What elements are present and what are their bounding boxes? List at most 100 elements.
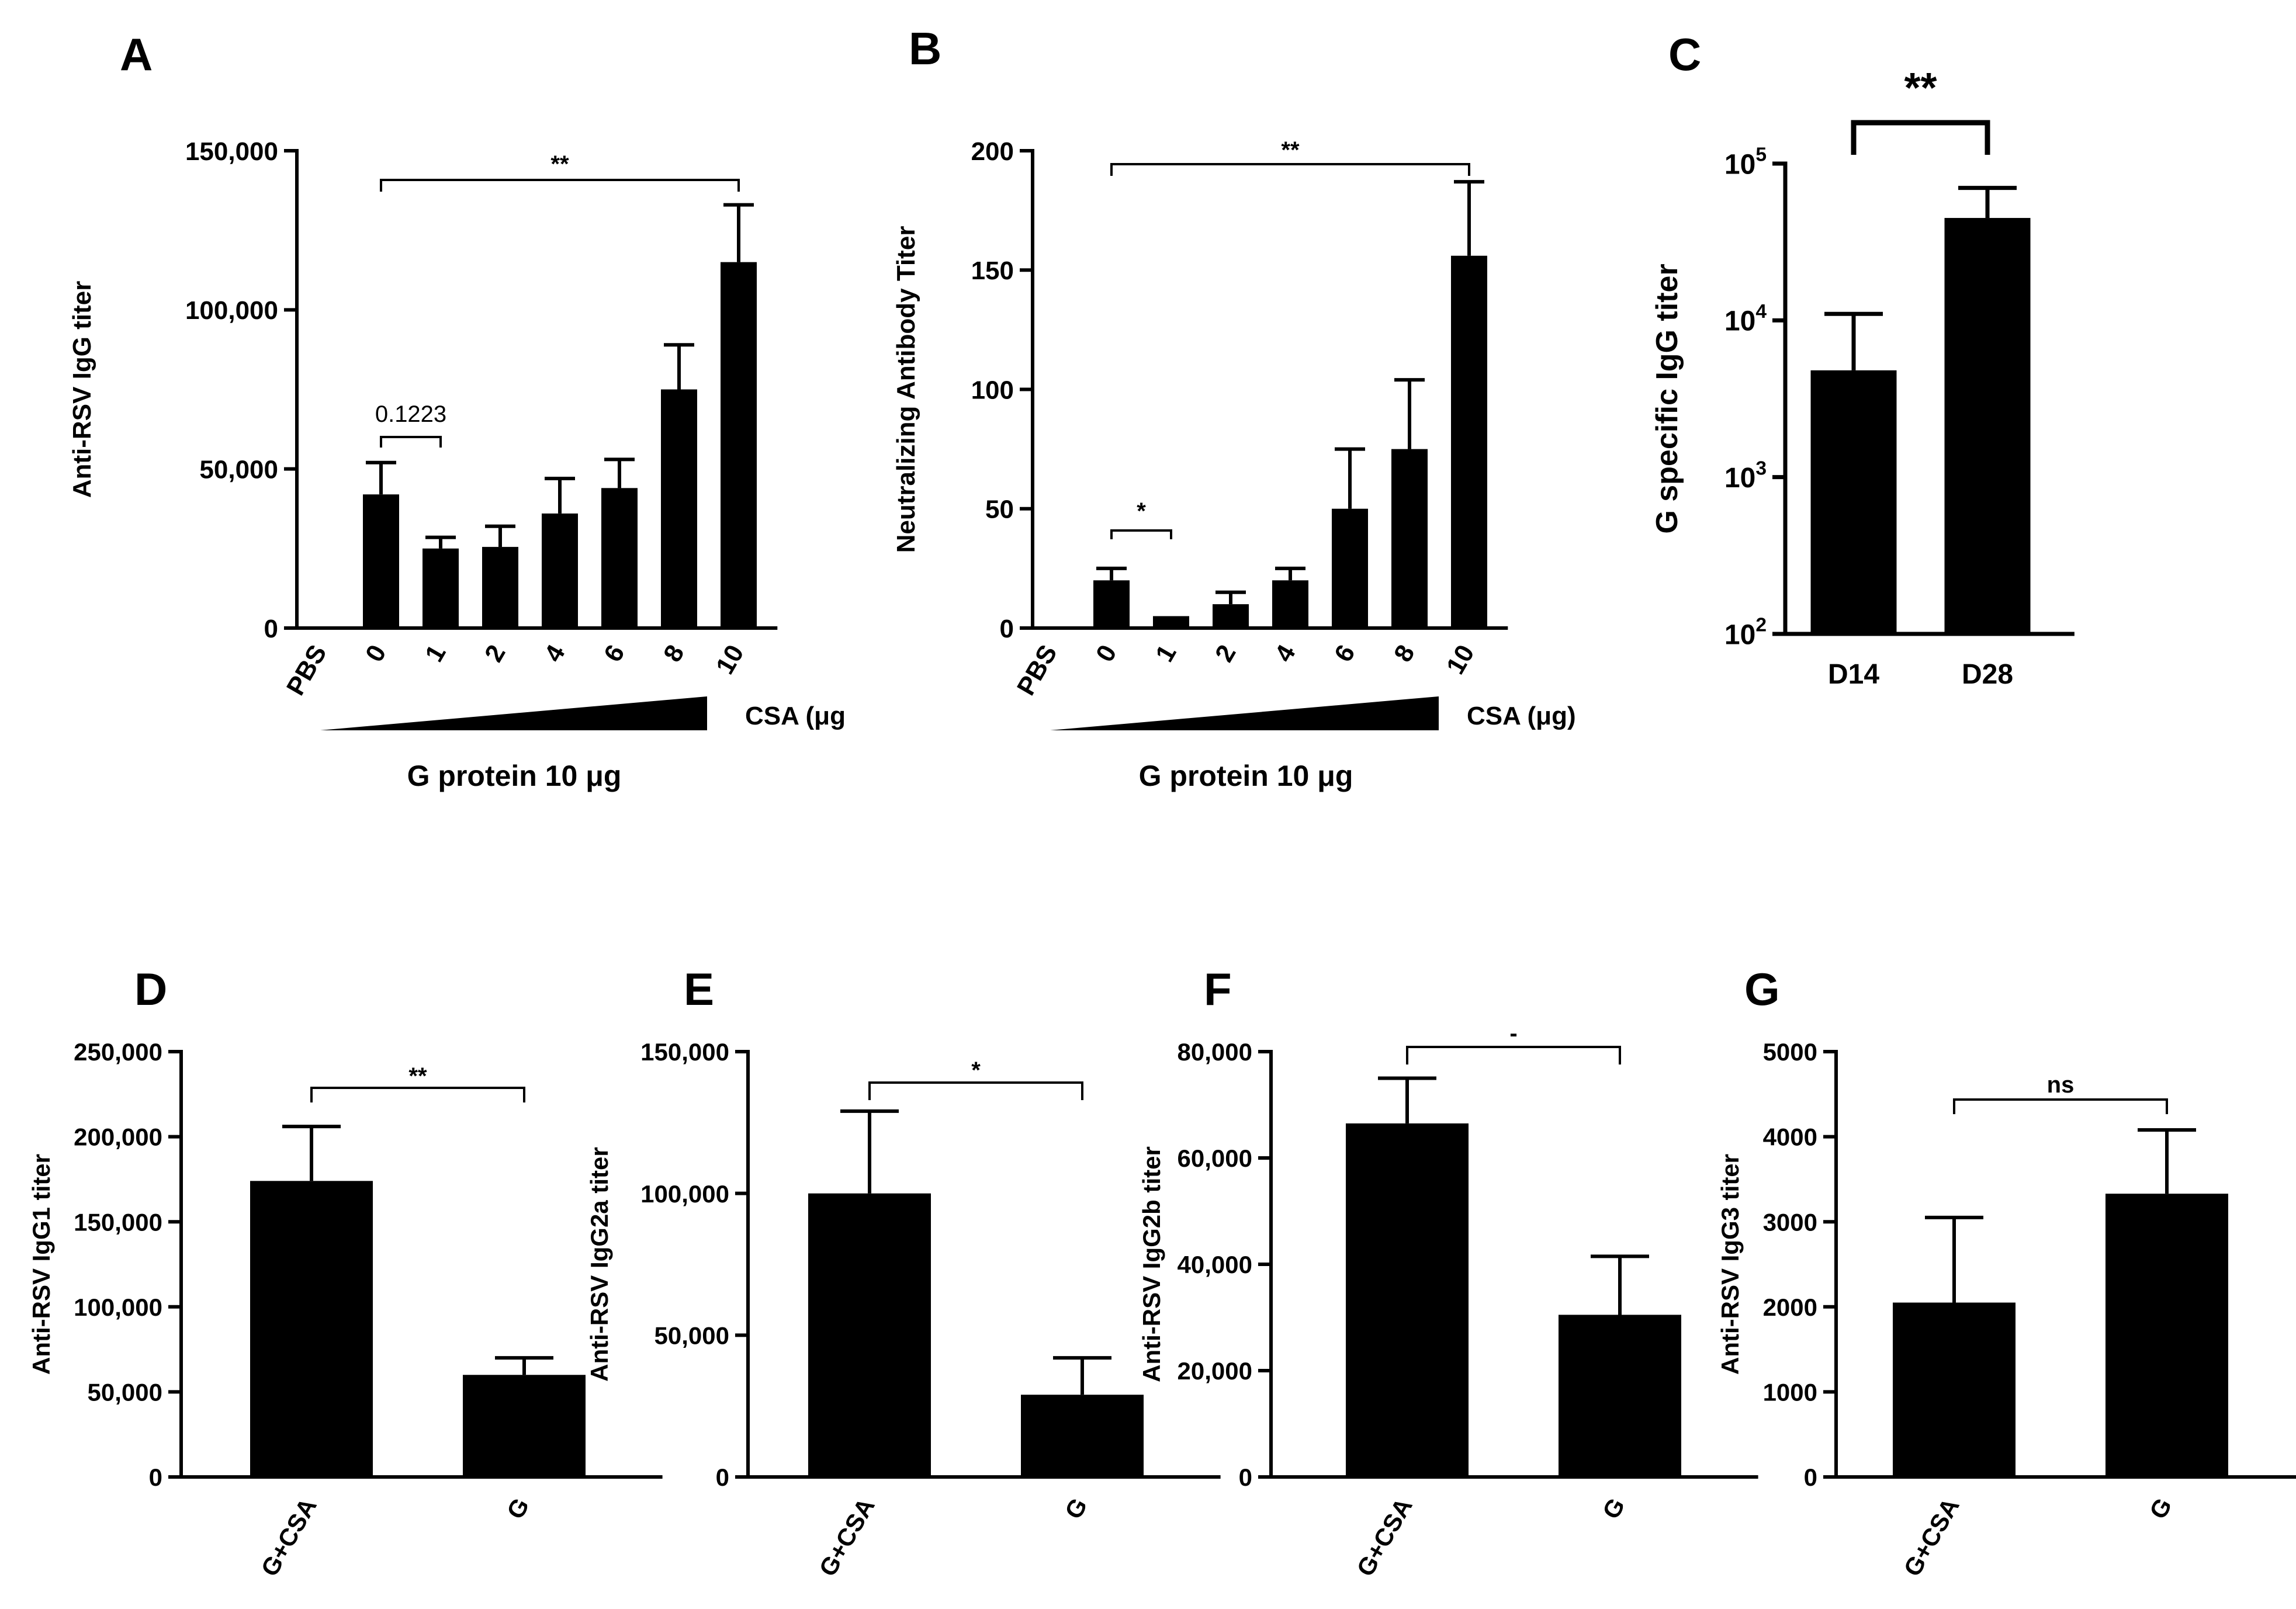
y-axis-title: Anti-RSV IgG2a titer [586, 1147, 613, 1381]
bar-1 [1153, 616, 1189, 628]
significance-bracket [380, 179, 740, 192]
y-tick-label: 250,000 [74, 1038, 162, 1066]
x-tick-label-g-csa: G+CSA [813, 1493, 880, 1581]
y-tick-label: 50 [985, 495, 1014, 524]
bar-g [463, 1375, 586, 1477]
y-tick-label: 150,000 [74, 1208, 162, 1236]
bar-g-csa [1893, 1302, 2016, 1477]
y-tick-label: 50,000 [199, 456, 278, 484]
dose-wedge [320, 696, 707, 730]
significance-label: - [1509, 1021, 1517, 1046]
x-tick-label-4: 4 [1269, 640, 1301, 667]
panel-g: G 0 1000 2000 3000 4000 5000 Anti-RSV IgG3 tite… [1716, 963, 2296, 1581]
bar-g [2105, 1194, 2228, 1477]
y-tick-label: 0 [716, 1464, 729, 1491]
significance-bracket [380, 436, 442, 448]
y-tick-base: 10 [1724, 149, 1755, 180]
y-tick-exponent: 2 [1755, 615, 1767, 636]
y-tick-exponent: 5 [1755, 144, 1767, 166]
y-tick-label: 80,000 [1178, 1038, 1252, 1066]
y-tick-label: 100,000 [185, 296, 278, 325]
significance-label: * [971, 1057, 981, 1083]
bar-g [1559, 1315, 1681, 1477]
panel-a: A 0 50,000 100,000 150,000 Anti-RSV IgG titer… [68, 29, 846, 792]
significance-bracket [1406, 1046, 1621, 1064]
x-tick-label-0: 0 [1090, 640, 1123, 667]
y-tick-label: 0 [1000, 615, 1014, 643]
bar-4 [542, 513, 578, 628]
y-axis-title: G specific IgG titer [1650, 263, 1684, 533]
y-tick-exponent: 4 [1755, 301, 1767, 323]
y-tick-base: 10 [1724, 463, 1755, 494]
bar-10 [1451, 255, 1487, 628]
y-tick-exponent: 3 [1755, 457, 1767, 479]
bar-d14 [1810, 370, 1897, 634]
significance-bracket [1851, 120, 1990, 155]
x-tick-label-6: 6 [598, 640, 631, 667]
panel-letter: C [1668, 29, 1701, 80]
y-axis-title: Anti-RSV IgG1 titer [27, 1154, 55, 1375]
bar-g-csa [250, 1181, 373, 1477]
significance-label: * [1137, 498, 1146, 524]
bar-4 [1272, 580, 1308, 628]
y-tick-base: 10 [1724, 306, 1755, 337]
x-axis-title: G protein 10 μg [407, 760, 622, 792]
x-tick-label-g-csa: G+CSA [255, 1493, 322, 1581]
y-tick-label: 0 [1804, 1464, 1817, 1491]
panel-f: F 0 20,000 40,000 60,000 80,000 Anti-RSV IgG2b… [1138, 963, 1758, 1581]
x-tick-label-d14: D14 [1828, 659, 1879, 690]
panel-letter: E [684, 963, 714, 1015]
y-tick-label: 0 [264, 615, 278, 643]
x-tick-label-g-csa: G+CSA [1351, 1493, 1418, 1581]
y-tick-label: 50,000 [654, 1322, 729, 1349]
x-tick-label-pbs: PBS [1012, 640, 1063, 701]
bar-d28 [1944, 218, 2031, 634]
bar-g [1021, 1395, 1144, 1477]
y-tick-label: 20,000 [1178, 1357, 1252, 1385]
y-tick-label: 200 [971, 137, 1014, 166]
y-tick-label: 150 [971, 256, 1014, 285]
bar-2 [482, 547, 518, 628]
significance-label: ns [2047, 1072, 2075, 1098]
y-tick-label: 105 [1724, 144, 1767, 181]
y-tick-label: 100 [971, 376, 1014, 404]
significance-label: ** [408, 1063, 427, 1089]
y-tick-label: 100,000 [74, 1294, 162, 1321]
y-axis-title: Anti-RSV IgG3 titer [1716, 1154, 1744, 1375]
y-tick-label: 3000 [1763, 1208, 1817, 1236]
y-tick-label: 2000 [1763, 1294, 1817, 1321]
y-tick-label: 4000 [1763, 1123, 1817, 1151]
x-tick-label-6: 6 [1329, 640, 1361, 667]
y-tick-label: 5000 [1763, 1038, 1817, 1066]
y-tick-label: 100,000 [640, 1180, 729, 1208]
significance-bracket [1953, 1098, 2168, 1114]
bar-2 [1213, 604, 1249, 628]
y-axis-title: Anti-RSV IgG titer [68, 281, 96, 498]
bar-6 [1332, 508, 1368, 628]
y-tick-label: 40,000 [1178, 1251, 1252, 1278]
y-tick-label: 150,000 [185, 137, 278, 166]
significance-label: 0.1223 [375, 401, 446, 427]
x-tick-label-g: G [2144, 1493, 2177, 1524]
bar-g-csa [1346, 1123, 1469, 1477]
bar-1 [423, 548, 459, 628]
y-tick-base: 10 [1724, 619, 1755, 650]
x-tick-label-10: 10 [711, 640, 750, 679]
dose-wedge-label: CSA (μg [745, 702, 846, 730]
x-tick-label-8: 8 [658, 640, 690, 667]
panel-letter: F [1204, 963, 1232, 1015]
panel-letter: B [909, 23, 941, 74]
panel-d: D 0 50,000 100,000 150,000 200,000 250,000 Anti… [27, 963, 663, 1581]
y-tick-label: 60,000 [1178, 1145, 1252, 1172]
x-tick-label-0: 0 [360, 640, 392, 667]
panel-e: E 0 50,000 100,000 150,000 Anti-RSV IgG2a tit… [586, 963, 1221, 1581]
x-tick-label-g: G [501, 1493, 535, 1524]
y-tick-label: 200,000 [74, 1123, 162, 1151]
x-tick-label-8: 8 [1388, 640, 1421, 667]
panel-b: B 0 50 100 150 200 Neutralizing Antibody Titer… [892, 23, 1576, 792]
bar-8 [1391, 449, 1428, 628]
y-tick-label: 50,000 [88, 1379, 162, 1406]
y-axis-title: Neutralizing Antibody Titer [892, 226, 920, 553]
